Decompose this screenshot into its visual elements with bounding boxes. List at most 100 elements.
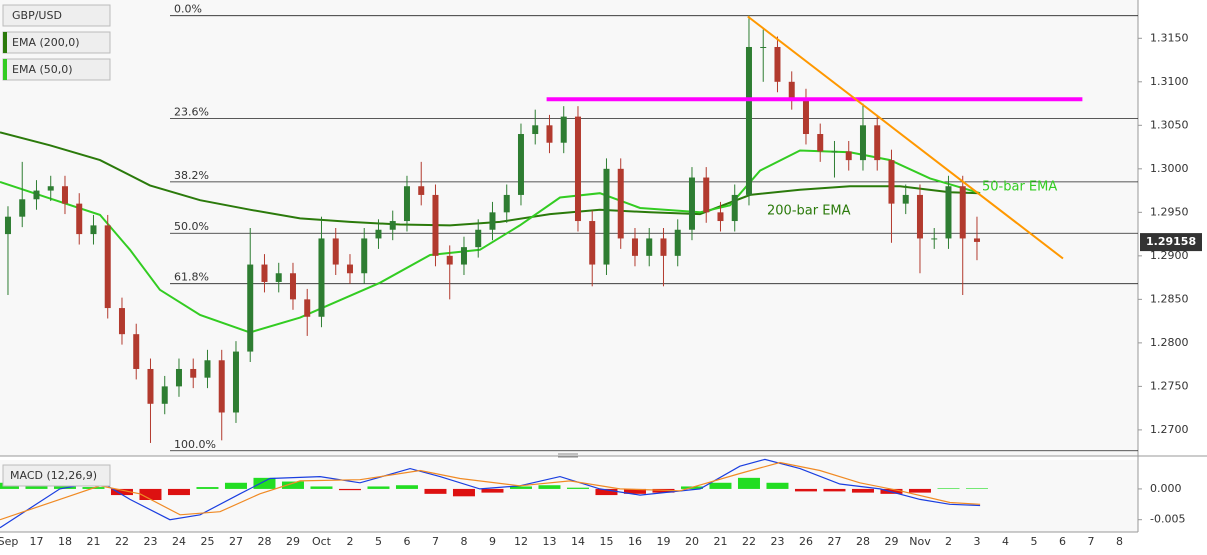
candle [275,262,282,293]
candle-body [318,238,325,317]
legend-label: EMA (50,0) [12,63,73,76]
y-tick-label: 1.3100 [1150,75,1189,88]
candle-body [817,134,824,152]
candle [61,175,68,215]
y-tick-label: 1.3000 [1150,162,1189,175]
candle-body [931,238,938,240]
macd-histogram-bar [794,488,817,492]
macd-histogram-bar [139,488,162,500]
x-tick-label: 3 [973,535,980,548]
candle [4,206,11,296]
candle-body [489,212,496,230]
macd-histogram-bar [709,482,732,489]
macd-panel [0,460,1138,532]
x-tick-label: 24 [172,535,186,548]
x-tick-label: 23 [143,535,157,548]
candle-body [218,360,225,413]
fib-label: 23.6% [174,105,209,118]
legend-swatch [3,32,7,53]
x-tick-label: 8 [1116,535,1123,548]
candle [489,201,496,241]
macd-histogram-bar [566,487,589,489]
candle-body [133,334,140,369]
candle-body [788,81,795,100]
candle [261,254,268,293]
candle-body [631,238,638,256]
candle [888,149,895,243]
candle [175,358,182,397]
candle [674,219,681,267]
candle-body [190,368,197,378]
macd-histogram-bar [908,488,931,493]
candle [90,214,97,245]
candle [945,175,952,249]
y-tick-label: 1.2800 [1150,336,1189,349]
macd-histogram-bar [623,488,646,494]
candle [959,175,966,296]
macd-histogram-bar [196,487,219,489]
candle-body [232,351,239,413]
x-tick-label: 2 [346,535,353,548]
candle-body [418,186,425,195]
candle-body [432,194,439,256]
candle-body [703,177,710,213]
legend-swatch [3,59,7,80]
candle-body [361,238,368,274]
candle-body [532,125,539,135]
candle [617,158,624,249]
candle-body [731,194,738,222]
candle-body [660,238,667,256]
x-tick-label: 7 [1087,535,1094,548]
candle-body [346,264,353,274]
x-tick-label: 25 [200,535,214,548]
candle [403,175,410,232]
candle-body [617,168,624,239]
candle-body [831,151,838,153]
macd-histogram-bar [509,486,532,489]
candle-body [774,46,781,82]
ema-line [0,131,981,227]
candle-body [375,229,382,239]
x-tick-label: 28 [856,535,870,548]
candle [788,71,795,110]
fib-label: 0.0% [174,3,202,16]
x-tick-label: 28 [257,535,271,548]
macd-histogram-bar [595,488,618,496]
candle-body [4,216,11,235]
last-price-label: 1.29158 [1146,235,1196,248]
candle-body [745,46,752,195]
x-tick-label: Nov [909,535,931,548]
candle-body [104,225,111,309]
y-tick-label: 1.2750 [1150,379,1189,392]
last-price-tag [1140,233,1202,252]
candle-body [33,190,40,200]
candle [745,15,752,206]
candle [916,184,923,274]
x-tick-label: 17 [29,535,43,548]
candle-body [446,255,453,265]
candle-body [560,116,567,143]
x-tick-label: 6 [403,535,410,548]
candle [774,36,781,93]
x-tick-label: 6 [1059,535,1066,548]
candle [19,161,26,228]
candle [817,123,824,162]
x-tick-label: Sep [0,535,18,548]
macd-histogram-bar [167,488,190,496]
macd-histogram-bar [452,488,475,497]
candle [475,219,482,258]
candle [418,161,425,206]
macd-y-tick-label: -0.005 [1150,513,1185,526]
legend-label: EMA (200,0) [12,36,80,49]
divider-grip[interactable] [558,453,578,458]
candle [289,262,296,310]
candle [931,228,938,249]
macd-histogram-bar [253,477,276,489]
fib-label: 100.0% [174,438,216,451]
candle [133,323,140,380]
candle-body [546,125,553,143]
candle-body [802,99,809,135]
candle-body [589,221,596,265]
candle [717,201,724,232]
candle-body [261,264,268,282]
